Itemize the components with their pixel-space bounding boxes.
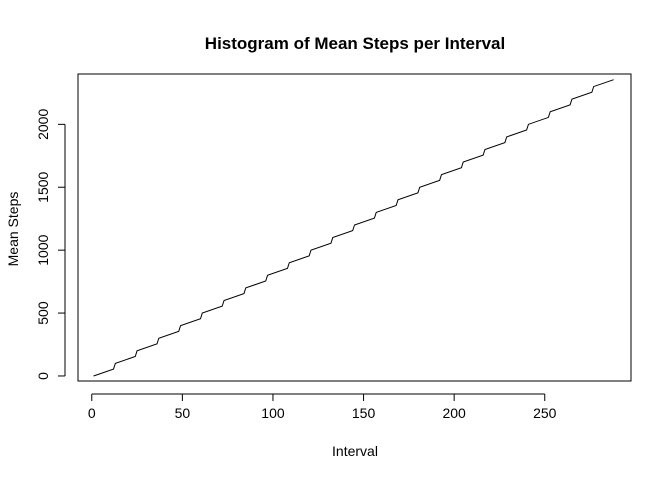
x-tick-label: 150 <box>352 405 376 421</box>
x-tick-label: 250 <box>533 405 557 421</box>
y-tick-label: 0 <box>35 372 51 380</box>
plot-frame <box>77 73 632 382</box>
chart-title: Histogram of Mean Steps per Interval <box>205 34 505 53</box>
x-tick-label: 0 <box>88 405 96 421</box>
y-axis: 0 500 1000 1500 2000 <box>35 109 66 380</box>
y-axis-label: Mean Steps <box>5 192 21 267</box>
series-line <box>93 79 614 377</box>
y-tick-label: 2000 <box>35 109 51 140</box>
x-axis-label: Interval <box>332 443 378 459</box>
x-axis: 0 50 100 150 200 250 <box>88 393 557 421</box>
x-tick-label: 200 <box>442 405 466 421</box>
x-tick-label: 100 <box>261 405 285 421</box>
y-tick-label: 1000 <box>35 234 51 265</box>
y-tick-label: 500 <box>35 301 51 325</box>
y-tick-label: 1500 <box>35 171 51 202</box>
x-tick-label: 50 <box>175 405 191 421</box>
